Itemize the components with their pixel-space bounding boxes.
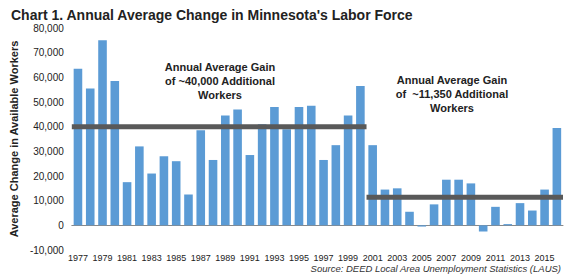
svg-text:50,000: 50,000 (33, 97, 64, 108)
svg-text:Average Change in Available Wo: Average Change in Available Workers (8, 41, 20, 238)
svg-text:1991: 1991 (240, 253, 260, 263)
svg-text:40,000: 40,000 (33, 121, 64, 132)
svg-text:1983: 1983 (142, 253, 162, 263)
svg-text:2005: 2005 (412, 253, 432, 263)
svg-text:1999: 1999 (338, 253, 358, 263)
svg-text:1979: 1979 (92, 253, 112, 263)
svg-text:2015: 2015 (535, 253, 555, 263)
svg-text:Source: DEED Local Area Unempl: Source: DEED Local Area Unemployment Sta… (311, 263, 561, 274)
svg-text:2007: 2007 (436, 253, 456, 263)
svg-text:Annual Average Gain: Annual Average Gain (397, 74, 508, 86)
svg-text:0: 0 (58, 220, 64, 231)
svg-text:1989: 1989 (215, 253, 235, 263)
svg-text:10,000: 10,000 (33, 195, 64, 206)
svg-text:Workers: Workers (198, 89, 242, 101)
svg-text:2011: 2011 (486, 253, 505, 263)
svg-text:2013: 2013 (510, 253, 530, 263)
svg-text:Workers: Workers (430, 102, 474, 114)
svg-text:1987: 1987 (191, 253, 211, 263)
svg-text:Annual Average Gain: Annual Average Gain (165, 61, 276, 73)
svg-text:1985: 1985 (166, 253, 186, 263)
svg-text:-10,000: -10,000 (30, 245, 64, 256)
svg-text:2001: 2001 (363, 253, 383, 263)
svg-text:1993: 1993 (264, 253, 284, 263)
svg-text:70,000: 70,000 (33, 47, 64, 58)
svg-text:1995: 1995 (289, 253, 309, 263)
svg-text:1977: 1977 (68, 253, 88, 263)
svg-text:20,000: 20,000 (33, 171, 64, 182)
svg-text:2003: 2003 (387, 253, 407, 263)
svg-text:of ~11,350 Additional: of ~11,350 Additional (396, 88, 508, 100)
svg-text:2009: 2009 (461, 253, 481, 263)
svg-text:Chart 1. Annual Average Change: Chart 1. Annual Average Change in Minnes… (11, 7, 413, 23)
svg-text:30,000: 30,000 (33, 146, 64, 157)
svg-text:60,000: 60,000 (33, 72, 64, 83)
svg-text:of ~40,000 Additional: of ~40,000 Additional (165, 75, 275, 87)
svg-text:80,000: 80,000 (33, 23, 64, 34)
svg-text:1981: 1981 (117, 253, 137, 263)
svg-text:1997: 1997 (314, 253, 334, 263)
